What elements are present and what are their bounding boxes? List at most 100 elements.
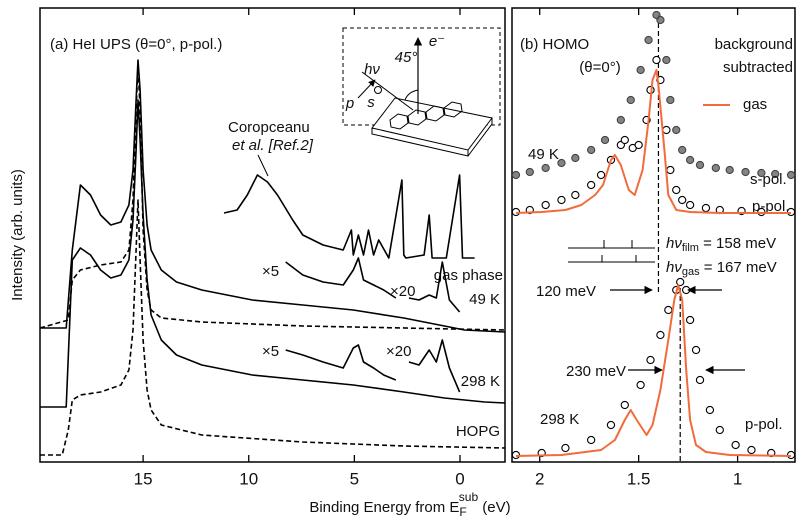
data-point [666, 95, 675, 105]
data-point [634, 140, 643, 150]
legend-label: gas [743, 96, 767, 113]
spacing-label: hνgas = 167 meV [666, 259, 777, 278]
data-point [672, 125, 681, 135]
data-point [620, 135, 629, 145]
data-point [676, 277, 685, 287]
x-axis-label-unit: (eV) [478, 499, 511, 516]
data-point [715, 425, 724, 435]
series-line [285, 344, 397, 381]
series-label: 298 K [461, 373, 500, 390]
polarization [357, 79, 376, 99]
x-axis-label-sup: sub [459, 490, 479, 504]
data-point [606, 420, 616, 430]
inset-label: e⁻ [429, 33, 445, 50]
annotation: 298 K [540, 411, 579, 428]
series-line [515, 69, 791, 214]
data-point [685, 155, 695, 165]
data-point [741, 167, 750, 177]
data-point [541, 200, 550, 210]
data-point [678, 145, 687, 155]
data-point [725, 165, 734, 175]
data-point [525, 167, 534, 177]
x-axis-label-sub: F [459, 505, 466, 519]
annotation: 120 meV [536, 283, 596, 300]
substrate [371, 97, 493, 157]
data-point [695, 375, 705, 385]
data-point [705, 405, 715, 415]
data-point [701, 203, 711, 213]
x-tick-label: 0 [455, 469, 464, 488]
data-point [561, 443, 570, 453]
series-line [408, 261, 461, 313]
data-point [616, 115, 625, 125]
data-point [695, 160, 705, 170]
series-label: ×5 [262, 263, 279, 280]
data-point [691, 345, 701, 355]
inset-label: s [367, 94, 375, 111]
series-label: HOPG [456, 423, 500, 440]
data-point [644, 35, 653, 45]
series-line [223, 174, 475, 259]
series-line [40, 99, 506, 408]
data-point [587, 180, 596, 190]
plot-frame [511, 7, 796, 463]
data-point [747, 445, 756, 455]
panel-title: (b) HOMO [520, 36, 589, 53]
series-label: gas phase [434, 267, 503, 284]
data-point [662, 55, 671, 65]
annotation-pointer [257, 154, 269, 177]
series-line [40, 199, 506, 456]
data-point [652, 55, 661, 65]
angle-arc [404, 89, 419, 101]
panel-title: (a) HeI UPS (θ=0°, p-pol.) [50, 36, 222, 53]
x-axis-label-text: Binding Energy from E [309, 499, 459, 516]
data-point [636, 380, 645, 390]
x-tick-label: 2 [535, 469, 544, 488]
x-tick-label: 10 [239, 469, 258, 488]
data-point [786, 170, 796, 180]
annotation: Coropceanu [228, 119, 310, 136]
data-point [571, 190, 580, 200]
annotation: et al. [Ref.2] [232, 137, 314, 154]
data-point [731, 440, 740, 450]
annotation: 230 meV [566, 363, 626, 380]
data-point [571, 153, 580, 163]
annotation: background [715, 36, 793, 53]
data-point [587, 435, 596, 445]
data-point [656, 15, 665, 25]
series-label: s-pol. [750, 171, 787, 188]
data-point [587, 145, 596, 155]
spacing-symbol: hν [666, 259, 682, 276]
plot-frame [39, 7, 506, 463]
series-label: ×5 [262, 343, 279, 360]
series-line [39, 64, 506, 331]
data-point [666, 165, 675, 175]
data-point [757, 168, 766, 178]
data-point [596, 170, 606, 180]
inset-label: p [345, 95, 354, 112]
spacing-sub: gas [682, 266, 700, 278]
spacing-label: hνfilm = 158 meV [666, 235, 776, 254]
vibrational-ladder [568, 240, 655, 263]
series-line [408, 339, 461, 393]
data-point [662, 125, 671, 135]
spacing-symbol: hν [666, 235, 682, 252]
panel-subtitle: (θ=0°) [579, 59, 620, 76]
data-point [541, 163, 550, 173]
x-tick-label: 1 [733, 469, 742, 488]
data-point [685, 200, 695, 210]
series-label: p-pol. [752, 198, 790, 215]
series-label: ×20 [390, 283, 415, 300]
annotation: subtracted [723, 59, 793, 76]
inset-label: 45° [395, 49, 418, 66]
series-line [40, 59, 506, 333]
x-axis-label: Binding Energy from EFsub (eV) [309, 490, 510, 519]
data-point [711, 163, 720, 173]
photon-arrow [361, 71, 414, 111]
data-point [656, 330, 665, 340]
series-line [285, 257, 397, 299]
x-tick-label: 1.5 [627, 469, 651, 488]
x-tick-label: 5 [350, 469, 359, 488]
annotation: 49 K [528, 146, 559, 163]
